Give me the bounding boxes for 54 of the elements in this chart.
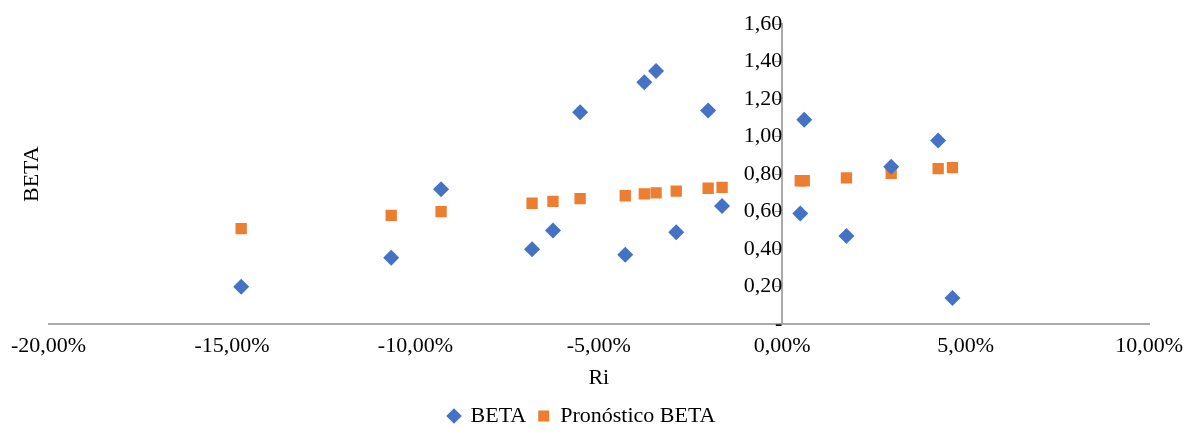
point — [796, 111, 813, 128]
point — [944, 289, 961, 306]
y-tick-label: 0,80 — [743, 159, 783, 185]
point — [638, 188, 650, 200]
point — [526, 197, 538, 209]
legend-label: Pronóstico BETA — [560, 401, 716, 427]
point — [798, 175, 810, 187]
point — [383, 249, 400, 266]
point — [668, 224, 685, 241]
y-tick-label: 1,00 — [743, 122, 783, 148]
y-axis-title: BETA — [17, 146, 43, 203]
legend-label: BETA — [470, 401, 527, 427]
y-tick-label: 0,40 — [743, 234, 783, 260]
x-tick-label: 5,00% — [937, 332, 995, 358]
x-tick-label: 0,00% — [753, 332, 811, 358]
point — [930, 132, 947, 149]
x-tick-label: -5,00% — [566, 332, 631, 358]
point — [670, 185, 682, 197]
point — [650, 187, 662, 199]
y-tick-label: 1,60 — [743, 9, 783, 35]
point — [574, 192, 586, 205]
y-tick-label: 1,40 — [743, 47, 783, 73]
point — [235, 222, 247, 235]
point — [792, 205, 809, 222]
point — [544, 222, 561, 239]
point — [233, 278, 250, 295]
point — [946, 161, 959, 174]
point — [840, 172, 853, 184]
point — [636, 74, 653, 91]
point — [700, 102, 717, 119]
point — [524, 241, 541, 258]
point — [932, 162, 944, 175]
x-tick-label: -15,00% — [194, 332, 270, 358]
point — [619, 190, 631, 202]
point — [433, 181, 450, 198]
point — [617, 246, 634, 263]
point — [435, 206, 447, 218]
point — [385, 209, 397, 222]
x-tick-label: -20,00% — [11, 332, 87, 358]
y-tick-label: 0,60 — [743, 197, 783, 223]
x-axis-title: Ri — [588, 363, 610, 389]
x-tick-label: 10,00% — [1115, 332, 1183, 358]
y-tick-label: 0,20 — [743, 272, 783, 298]
point — [547, 195, 559, 208]
point — [716, 181, 728, 193]
x-tick-label: -10,00% — [377, 332, 453, 358]
y-tick-label: - — [774, 309, 783, 335]
point — [883, 158, 900, 175]
y-tick-label: 1,20 — [743, 84, 783, 110]
point — [714, 198, 731, 215]
point — [702, 182, 714, 194]
point — [838, 228, 855, 245]
point — [648, 63, 665, 80]
point — [572, 104, 589, 121]
